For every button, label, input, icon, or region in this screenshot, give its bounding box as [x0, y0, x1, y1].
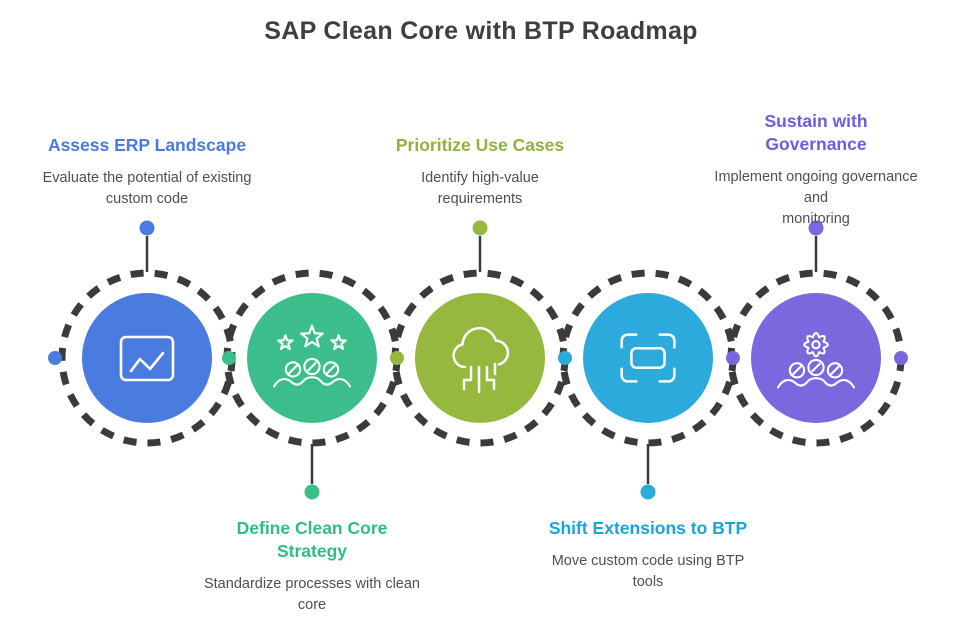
step-description: Move custom code using BTP tools: [551, 553, 745, 591]
rating-team-icon: [272, 324, 352, 388]
connector-dot: [558, 351, 572, 365]
step-circle-sustain: [751, 293, 881, 423]
gear-team-icon: [776, 331, 856, 389]
connector-lines: [145, 236, 818, 484]
connector-dot: [139, 220, 155, 236]
step-label-shift: Shift Extensions to BTP Move custom code…: [528, 517, 768, 593]
step-circle-define: [247, 293, 377, 423]
step-description: Identify high-value requirements: [421, 170, 539, 208]
connector-dot: [726, 351, 740, 365]
step-description: Implement ongoing governance and monitor…: [714, 169, 918, 228]
step-heading: Shift Extensions to BTP: [548, 518, 748, 538]
step-label-sustain: Sustain with Governance Implement ongoin…: [706, 110, 926, 230]
connector-dot: [640, 484, 656, 500]
step-circle-prioritize: [415, 293, 545, 423]
step-circle-shift: [583, 293, 713, 423]
connector-dot: [222, 351, 236, 365]
connector-dot: [894, 351, 908, 365]
step-description: Evaluate the potential of existing custo…: [42, 170, 252, 208]
step-heading: Prioritize Use Cases: [395, 135, 565, 155]
cloud-circuit-icon: [452, 327, 510, 394]
connector-dot: [808, 220, 824, 236]
step-heading: Assess ERP Landscape: [47, 135, 247, 155]
screen-frame-icon: [620, 333, 676, 383]
connector-dots: [48, 220, 908, 500]
connector-dot: [304, 484, 320, 500]
connector-dot: [48, 351, 62, 365]
line-chart-icon: [119, 335, 175, 382]
step-description: Standardize processes with clean core: [203, 576, 420, 614]
step-heading: Sustain with Governance: [764, 111, 868, 155]
step-label-assess: Assess ERP Landscape Evaluate the potent…: [27, 134, 267, 210]
step-label-define: Define Clean Core Strategy Standardize p…: [197, 517, 427, 616]
step-heading: Define Clean Core Strategy: [236, 518, 388, 562]
step-label-prioritize: Prioritize Use Cases Identify high-value…: [360, 134, 600, 210]
connector-dot: [390, 351, 404, 365]
page-title: SAP Clean Core with BTP Roadmap: [264, 17, 698, 45]
step-circle-assess: [82, 293, 212, 423]
connector-dot: [472, 220, 488, 236]
